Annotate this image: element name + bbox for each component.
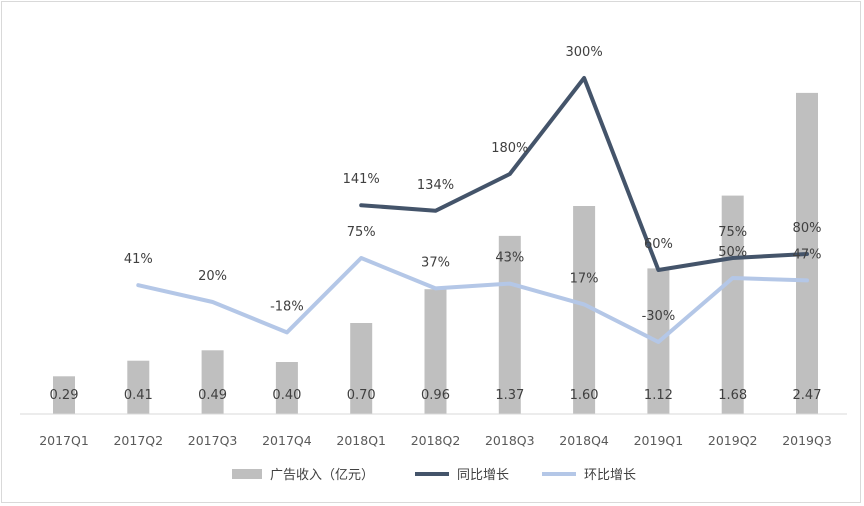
qoq-label-2017Q2: 41% [124,252,153,267]
bar-value-label-2017Q3: 0.49 [198,388,227,403]
yoy-label-2019Q2: 75% [718,225,747,240]
bar-value-label-2017Q2: 0.41 [124,388,153,403]
bar-value-label-2018Q1: 0.70 [347,388,376,403]
qoq-label-2019Q3: 47% [793,247,822,262]
bar-value-label-2017Q1: 0.29 [50,388,79,403]
qoq-label-2017Q3: 20% [198,269,227,284]
bar-2017Q2 [127,360,150,414]
x-tick-2018Q4: 2018Q4 [559,433,609,448]
bar-2017Q3 [201,350,224,414]
legend-label-qoq: 环比增长 [584,468,636,483]
bar-2017Q1 [53,376,75,414]
bar-value-label-2018Q2: 0.96 [421,388,450,403]
x-tick-2019Q2: 2019Q2 [708,433,758,448]
qoq-label-2018Q3: 43% [495,251,524,266]
bar-value-label-2017Q4: 0.40 [272,388,301,403]
bar-value-label-2019Q1: 1.12 [644,388,673,403]
legend-label-yoy: 同比增长 [457,468,509,483]
x-tick-2018Q3: 2018Q3 [485,433,535,448]
bar-value-label-2019Q3: 2.47 [793,388,822,403]
bar-value-label-2019Q2: 1.68 [718,388,747,403]
qoq-label-2019Q1: -30% [642,309,676,324]
qoq-label-2018Q2: 37% [421,255,450,270]
yoy-label-2019Q3: 80% [793,221,822,236]
qoq-label-2019Q2: 50% [718,245,747,260]
yoy-label-2018Q3: 180% [491,141,528,156]
bar-2018Q2 [424,289,447,414]
yoy-label-2018Q1: 141% [343,172,380,187]
qoq-line [136,256,809,344]
legend-label-revenue: 广告收入（亿元） [270,468,374,483]
data-labels: 0.29 0.41 0.49 0.40 0.70 0.96 1.37 1.60 1.12 1.68… [50,45,822,403]
yoy-label-2018Q2: 134% [417,178,454,193]
bar-2019Q2 [721,195,744,414]
x-tick-2018Q2: 2018Q2 [411,433,461,448]
line-series [136,76,809,344]
legend: 广告收入（亿元） 同比增长 环比增长 [232,468,636,483]
yoy-label-2018Q4: 300% [566,45,603,60]
x-axis-ticks: 2017Q1 2017Q2 2017Q3 2017Q4 2018Q1 2018Q2 2018… [39,433,832,448]
qoq-label-2017Q4: -18% [270,299,304,314]
legend-swatch-revenue [232,469,262,479]
bar-value-label-2018Q3: 1.37 [495,388,524,403]
bar-series [53,92,818,415]
x-tick-2019Q1: 2019Q1 [634,433,684,448]
x-tick-2017Q3: 2017Q3 [188,433,238,448]
x-tick-2018Q1: 2018Q1 [336,433,386,448]
qoq-label-2018Q4: 17% [570,271,599,286]
x-tick-2017Q4: 2017Q4 [262,433,312,448]
x-tick-2019Q3: 2019Q3 [782,433,832,448]
yoy-label-2019Q1: 60% [644,237,673,252]
bar-2018Q4 [573,206,596,414]
bar-value-label-2018Q4: 1.60 [570,388,599,403]
qoq-label-2018Q1: 75% [347,225,376,240]
bar-2017Q4 [275,362,298,414]
bar-2018Q3 [498,235,521,414]
x-tick-2017Q2: 2017Q2 [113,433,163,448]
x-tick-2017Q1: 2017Q1 [39,433,89,448]
bar-2018Q1 [350,323,373,414]
yoy-line [359,76,809,272]
